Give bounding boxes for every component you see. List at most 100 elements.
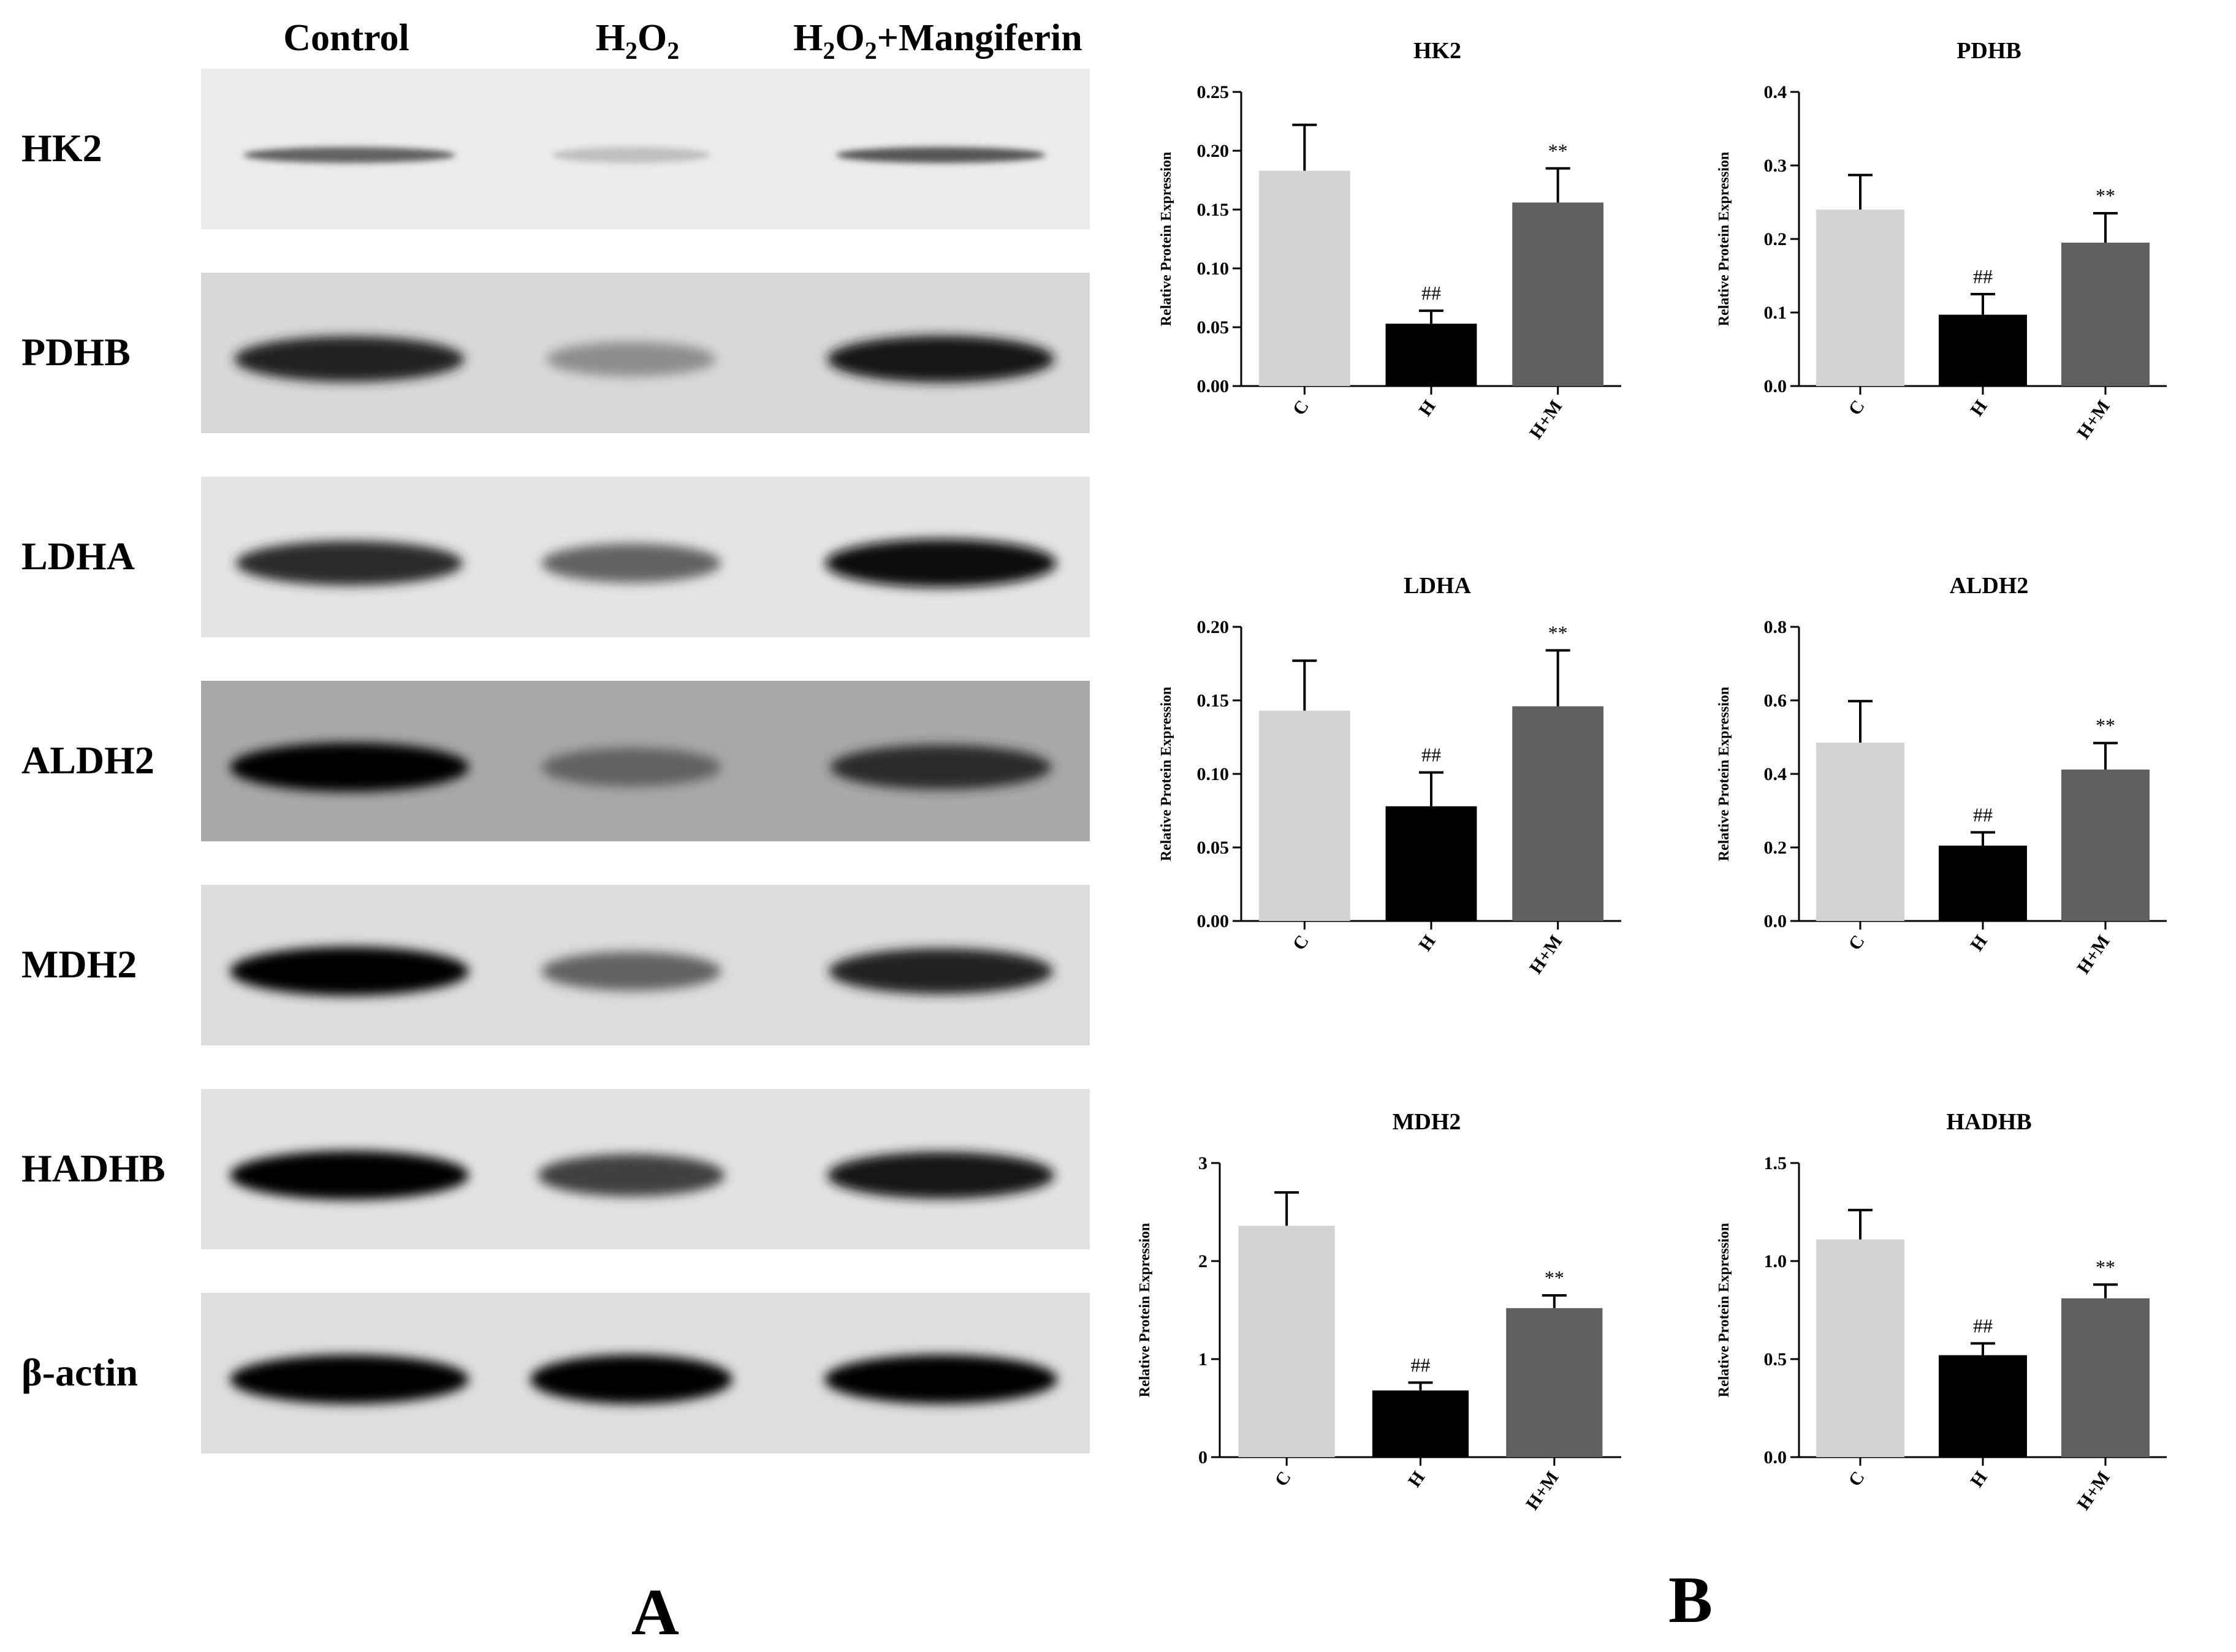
y-tick-label: 1.5 (1764, 1153, 1787, 1173)
band-PDHB-lane-1 (234, 336, 465, 382)
significance-H: ## (1411, 1354, 1431, 1376)
x-tick-label-H: H (1415, 931, 1439, 955)
significance-H: ## (1973, 265, 1993, 287)
bar-H (1385, 324, 1477, 386)
protein-label-MDH2: MDH2 (21, 942, 137, 986)
bar-H+M (2061, 769, 2150, 921)
panel-a-letter: A (631, 1576, 679, 1649)
y-tick-label: 2 (1198, 1251, 1207, 1271)
x-tick-label-H+M: H+M (1526, 396, 1566, 442)
x-tick-label-H+M: H+M (1526, 931, 1566, 977)
bar-H+M (1512, 202, 1604, 386)
y-tick-label: 3 (1198, 1153, 1207, 1173)
y-tick-label: 0 (1198, 1447, 1207, 1468)
chart-title: PDHB (1956, 38, 2021, 64)
bar-H+M (2061, 1298, 2150, 1457)
x-tick-label-H: H (1404, 1468, 1429, 1491)
y-tick-label: 0.8 (1764, 617, 1787, 637)
x-tick-label-H+M: H+M (2073, 1468, 2113, 1514)
y-tick-label: 0.00 (1197, 911, 1230, 931)
y-tick-label: 0.0 (1764, 376, 1787, 396)
y-tick-label: 1.0 (1764, 1251, 1787, 1271)
band-LDHA-lane-2 (541, 544, 721, 583)
band-LDHA-lane-1 (235, 540, 463, 586)
chart-title: ALDH2 (1950, 573, 2029, 599)
band-HADHB-lane-3 (827, 1151, 1055, 1199)
significance-H+M: ** (1548, 140, 1568, 162)
significance-H: ## (1973, 803, 1993, 825)
bar-H (1939, 314, 2027, 386)
lane-label-3: H2O2+Mangiferin (793, 17, 1082, 64)
bar-H (1385, 806, 1477, 921)
significance-H+M: ** (2096, 714, 2115, 737)
y-tick-label: 0.2 (1764, 229, 1787, 249)
bar-H+M (2061, 243, 2150, 386)
chart-HK2: HK2 Relative Protein Expression 0.00 0.05 0.… (1158, 38, 1621, 442)
y-tick-label: 0.3 (1764, 156, 1787, 176)
band-MDH2-lane-2 (541, 952, 721, 991)
significance-H: ## (1421, 744, 1441, 766)
bar-H (1939, 846, 2027, 921)
significance-H: ## (1421, 282, 1441, 304)
y-tick-label: 0.15 (1197, 691, 1230, 711)
y-tick-label: 0.05 (1197, 838, 1230, 858)
y-tick-label: 1 (1198, 1349, 1207, 1370)
band-ALDH2-lane-1 (230, 743, 469, 792)
significance-H+M: ** (2096, 1256, 2115, 1278)
band-HADHB-lane-1 (230, 1151, 469, 1200)
x-tick-label-H+M: H+M (1522, 1468, 1562, 1514)
chart-HADHB: HADHB Relative Protein Expression 0.0 0.5 1.… (1716, 1109, 2167, 1514)
chart-title: LDHA (1404, 573, 1471, 599)
band-PDHB-lane-3 (827, 335, 1055, 383)
chart-ALDH2: ALDH2 Relative Protein Expression 0.0 0.2 0.… (1716, 573, 2167, 977)
y-tick-label: 0.00 (1197, 376, 1230, 396)
chart-title: HK2 (1413, 38, 1461, 64)
band-β-actin-lane-1 (230, 1355, 469, 1404)
band-MDH2-lane-3 (829, 948, 1053, 995)
chart-title: MDH2 (1393, 1109, 1461, 1135)
y-axis-label: Relative Protein Expression (1716, 1223, 1732, 1397)
x-tick-label-C: C (1289, 396, 1313, 419)
bar-C (1816, 743, 1904, 921)
y-tick-label: 0.0 (1764, 1447, 1787, 1468)
protein-label-LDHA: LDHA (21, 534, 135, 578)
bar-C (1258, 710, 1350, 921)
y-tick-label: 0.25 (1197, 82, 1230, 102)
lane-label-1: Control (283, 17, 409, 59)
panel-b-letter: B (1668, 1564, 1713, 1637)
band-MDH2-lane-1 (230, 947, 469, 996)
bar-C (1238, 1226, 1335, 1457)
chart-title: HADHB (1946, 1109, 2031, 1135)
chart-MDH2: MDH2 Relative Protein Expression 0 1 2 3 C ## H *… (1137, 1109, 1621, 1514)
x-tick-label-H: H (1966, 1468, 1991, 1491)
significance-H+M: ** (2096, 184, 2115, 206)
x-tick-label-C: C (1271, 1468, 1295, 1490)
band-LDHA-lane-3 (825, 539, 1057, 588)
protein-label-PDHB: PDHB (21, 330, 131, 374)
bar-H+M (1512, 706, 1604, 921)
x-tick-label-H+M: H+M (2073, 931, 2113, 977)
y-tick-label: 0.20 (1197, 141, 1230, 161)
x-tick-label-C: C (1844, 931, 1868, 954)
x-tick-label-C: C (1844, 1468, 1868, 1490)
y-tick-label: 0.2 (1764, 838, 1787, 858)
band-PDHB-lane-2 (546, 341, 717, 377)
y-axis-label: Relative Protein Expression (1137, 1223, 1153, 1397)
significance-H+M: ** (1548, 621, 1568, 643)
band-HK2-lane-3 (836, 147, 1046, 163)
bar-C (1258, 170, 1350, 386)
x-tick-label-C: C (1289, 931, 1313, 954)
y-tick-label: 0.10 (1197, 764, 1230, 784)
y-tick-label: 0.1 (1764, 303, 1787, 323)
lane-label-2: H2O2 (596, 17, 679, 64)
band-β-actin-lane-3 (824, 1355, 1057, 1404)
y-tick-label: 0.5 (1764, 1349, 1787, 1370)
x-tick-label-H: H (1966, 396, 1991, 420)
y-tick-label: 0.6 (1764, 691, 1787, 711)
band-ALDH2-lane-2 (541, 748, 721, 787)
band-β-actin-lane-2 (530, 1355, 732, 1404)
protein-label-HK2: HK2 (21, 126, 102, 170)
y-tick-label: 0.20 (1197, 617, 1230, 637)
x-tick-label-H: H (1966, 931, 1991, 955)
